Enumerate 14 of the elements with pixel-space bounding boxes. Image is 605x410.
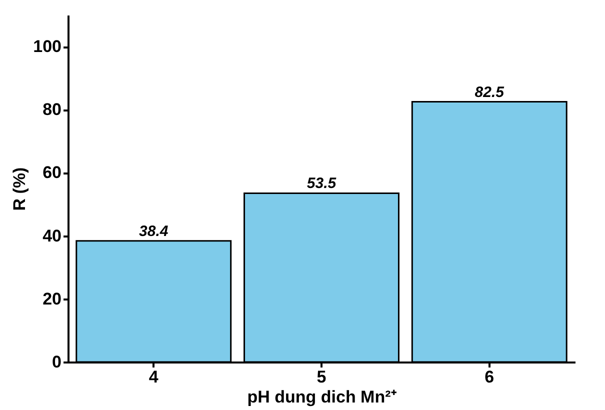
- y-axis-title: R (%): [10, 167, 30, 211]
- y-tick-label: 60: [42, 163, 62, 182]
- x-tick-label: 5: [316, 368, 326, 386]
- y-tick-label: 40: [42, 226, 62, 246]
- y-tick-label: 20: [42, 289, 62, 308]
- x-axis-title: pH dung dich Mn²⁺: [247, 388, 397, 406]
- y-tick-label: 100: [33, 37, 62, 56]
- y-tick-label: 80: [42, 100, 62, 120]
- x-tick-label: 4: [148, 368, 159, 386]
- data-label: 82.5: [474, 84, 505, 101]
- x-tick-label: 6: [484, 368, 494, 386]
- data-label: 53.5: [306, 175, 337, 192]
- y-tick-label: 0: [52, 352, 62, 372]
- data-label: 38.4: [139, 222, 169, 240]
